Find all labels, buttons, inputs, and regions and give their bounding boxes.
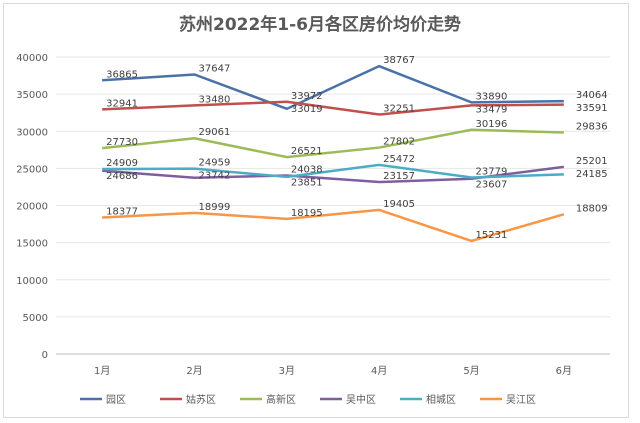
chart-title: 苏州2022年1-6月各区房价均价走势 xyxy=(179,14,461,35)
data-label: 25472 xyxy=(383,154,415,165)
data-label: 33479 xyxy=(476,104,508,115)
data-label: 33890 xyxy=(476,91,508,102)
data-label: 29836 xyxy=(576,121,608,132)
data-label: 24686 xyxy=(106,171,138,182)
data-label: 27730 xyxy=(106,137,138,148)
data-label: 26521 xyxy=(291,146,323,157)
y-tick-label: 15000 xyxy=(16,239,48,250)
series-line-0 xyxy=(102,64,564,111)
data-label: 33019 xyxy=(291,104,323,115)
series-line-5 xyxy=(102,208,565,243)
data-label: 23779 xyxy=(476,166,508,177)
legend-label: 吴中区 xyxy=(346,393,376,406)
legend-label: 高新区 xyxy=(266,393,296,406)
data-label: 36865 xyxy=(106,69,138,80)
data-label: 23742 xyxy=(199,171,231,182)
series-line-1 xyxy=(102,100,564,116)
data-label: 19405 xyxy=(383,199,415,210)
x-tick-label: 5月 xyxy=(463,365,479,377)
data-label: 27802 xyxy=(383,137,415,148)
y-tick-label: 20000 xyxy=(16,202,48,213)
data-label: 18377 xyxy=(106,207,138,218)
data-label: 30196 xyxy=(476,119,508,130)
x-tick-label: 4月 xyxy=(371,365,387,377)
data-label: 23851 xyxy=(291,178,323,189)
data-label: 23157 xyxy=(383,171,415,182)
data-label: 23607 xyxy=(476,179,508,190)
legend-label: 姑苏区 xyxy=(186,393,216,406)
data-label: 24185 xyxy=(576,169,608,180)
data-label: 29061 xyxy=(199,127,231,138)
data-label: 32941 xyxy=(106,98,138,109)
y-tick-label: 40000 xyxy=(16,53,48,64)
data-label: 18809 xyxy=(576,203,608,214)
legend-label: 相城区 xyxy=(426,393,456,406)
data-label: 18999 xyxy=(199,202,231,213)
x-tick-label: 1月 xyxy=(94,365,110,377)
y-tick-label: 5000 xyxy=(23,313,48,324)
x-tick-label: 6月 xyxy=(556,365,572,377)
data-label: 24959 xyxy=(199,158,231,169)
y-tick-label: 30000 xyxy=(16,127,48,138)
y-tick-label: 10000 xyxy=(16,276,48,287)
data-label: 33480 xyxy=(199,94,231,105)
legend-label: 园区 xyxy=(106,394,126,406)
data-label: 34064 xyxy=(576,90,608,101)
series-line-2 xyxy=(102,128,564,159)
data-label: 33591 xyxy=(576,103,608,114)
y-tick-label: 25000 xyxy=(16,164,48,175)
y-tick-label: 0 xyxy=(42,350,48,361)
data-label: 18195 xyxy=(291,208,323,219)
data-label: 25201 xyxy=(576,156,608,167)
legend-label: 吴江区 xyxy=(506,394,536,406)
x-tick-label: 2月 xyxy=(186,365,202,377)
x-tick-label: 3月 xyxy=(279,365,295,377)
data-label: 15231 xyxy=(476,230,508,241)
y-tick-label: 35000 xyxy=(16,90,48,101)
data-label: 37647 xyxy=(199,63,231,74)
series-line-4 xyxy=(102,163,564,179)
chart-frame xyxy=(3,3,629,418)
data-label: 24038 xyxy=(291,165,323,176)
data-label: 24909 xyxy=(106,158,138,169)
data-label: 38767 xyxy=(383,55,415,66)
data-label: 32251 xyxy=(383,104,415,115)
data-label: 33972 xyxy=(291,91,323,102)
